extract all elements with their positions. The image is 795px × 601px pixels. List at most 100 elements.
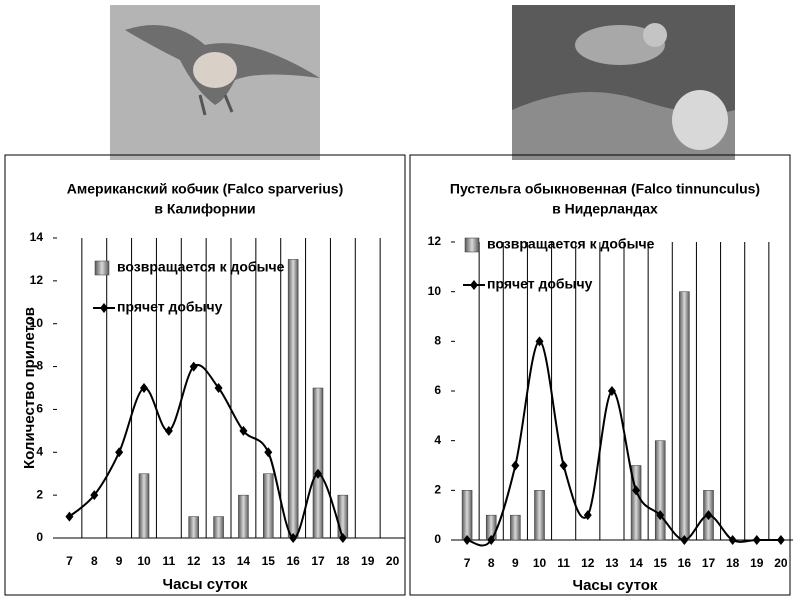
bar bbox=[287, 259, 299, 539]
y-tick-label: 6 bbox=[434, 383, 441, 397]
photo-common-kestrel bbox=[512, 5, 735, 160]
marker bbox=[583, 510, 592, 521]
marker bbox=[656, 510, 665, 521]
panel-frame bbox=[409, 154, 791, 596]
marker bbox=[776, 535, 785, 545]
bar bbox=[138, 473, 150, 539]
legend-marker bbox=[100, 303, 108, 313]
marker bbox=[189, 361, 198, 372]
bar bbox=[534, 490, 545, 541]
x-tick-label: 18 bbox=[726, 556, 740, 570]
x-tick-label: 18 bbox=[336, 554, 350, 568]
x-tick-label: 17 bbox=[702, 556, 716, 570]
bar bbox=[312, 387, 324, 539]
legend-label: прячет добычу bbox=[487, 276, 593, 292]
x-tick-label: 7 bbox=[66, 554, 73, 568]
x-axis-label: Часы суток bbox=[573, 577, 658, 594]
bar bbox=[461, 490, 473, 541]
marker bbox=[65, 511, 74, 522]
x-tick-label: 19 bbox=[750, 556, 764, 570]
bar bbox=[238, 494, 249, 539]
y-tick-label: 12 bbox=[30, 273, 44, 287]
marker bbox=[289, 533, 298, 543]
x-tick-label: 16 bbox=[286, 554, 300, 568]
marker bbox=[511, 460, 520, 471]
x-tick-label: 15 bbox=[262, 554, 276, 568]
chart-title: в Нидерландах bbox=[552, 201, 658, 217]
marker bbox=[487, 535, 496, 545]
x-tick-label: 17 bbox=[311, 554, 325, 568]
bar bbox=[337, 494, 349, 539]
x-tick-label: 12 bbox=[187, 554, 201, 568]
bar bbox=[679, 291, 690, 541]
x-tick-label: 11 bbox=[557, 556, 570, 570]
chart-title: Пустельга обыкновенная (Falco tinnunculu… bbox=[450, 181, 760, 197]
x-tick-label: 15 bbox=[654, 556, 668, 570]
x-tick-label: 14 bbox=[629, 556, 643, 570]
marker bbox=[463, 535, 472, 545]
y-tick-label: 8 bbox=[36, 359, 43, 373]
y-tick-label: 10 bbox=[30, 316, 44, 330]
legend-marker bbox=[470, 280, 478, 290]
x-tick-label: 9 bbox=[116, 554, 123, 568]
y-tick-label: 0 bbox=[434, 532, 441, 546]
marker bbox=[140, 383, 148, 393]
x-tick-label: 10 bbox=[533, 556, 547, 570]
x-tick-label: 8 bbox=[91, 554, 98, 568]
marker bbox=[704, 510, 713, 521]
marker bbox=[164, 425, 173, 436]
bar bbox=[263, 473, 274, 539]
marker bbox=[559, 460, 568, 471]
legend-swatch bbox=[464, 237, 480, 253]
x-tick-label: 8 bbox=[488, 556, 495, 570]
photo-american-kestrel bbox=[110, 5, 320, 160]
marker bbox=[680, 535, 689, 545]
bar bbox=[630, 465, 642, 541]
x-tick-label: 11 bbox=[163, 554, 176, 568]
marker bbox=[115, 447, 124, 458]
y-tick-label: 8 bbox=[434, 334, 441, 348]
x-tick-label: 12 bbox=[581, 556, 595, 570]
x-axis-label: Часы суток bbox=[163, 576, 248, 593]
marker bbox=[535, 336, 544, 347]
chart-title: Американский кобчик (Falco sparverius) bbox=[67, 181, 343, 197]
legend-label: возвращается к добыче bbox=[117, 259, 285, 275]
marker bbox=[214, 383, 223, 393]
marker bbox=[752, 535, 761, 545]
bar bbox=[213, 516, 224, 539]
x-tick-label: 14 bbox=[237, 554, 251, 568]
legend-label: прячет добычу bbox=[117, 299, 223, 315]
bar bbox=[510, 514, 521, 541]
marker bbox=[90, 490, 99, 501]
y-tick-label: 12 bbox=[428, 234, 442, 248]
legend-label: возвращается к добыче bbox=[487, 236, 655, 252]
marker bbox=[314, 468, 322, 479]
y-tick-label: 4 bbox=[434, 433, 441, 447]
marker bbox=[338, 533, 347, 543]
x-tick-label: 16 bbox=[678, 556, 692, 570]
y-tick-label: 14 bbox=[30, 230, 44, 244]
x-tick-label: 20 bbox=[774, 556, 788, 570]
y-axis-label: Количество прилетов bbox=[21, 307, 38, 469]
y-tick-label: 4 bbox=[36, 444, 43, 458]
x-tick-label: 19 bbox=[361, 554, 375, 568]
marker bbox=[607, 386, 616, 396]
marker bbox=[728, 535, 737, 545]
marker bbox=[632, 485, 641, 496]
marker bbox=[264, 447, 273, 458]
x-tick-label: 10 bbox=[137, 554, 151, 568]
y-tick-label: 6 bbox=[36, 402, 43, 416]
y-tick-label: 0 bbox=[36, 530, 43, 544]
bar bbox=[188, 516, 199, 539]
x-tick-label: 9 bbox=[512, 556, 519, 570]
x-tick-label: 7 bbox=[464, 556, 471, 570]
marker bbox=[239, 425, 248, 436]
chart-title: в Калифорнии bbox=[154, 201, 255, 217]
x-tick-label: 20 bbox=[386, 554, 400, 568]
legend-swatch bbox=[94, 260, 110, 276]
bar bbox=[654, 440, 666, 541]
y-tick-label: 10 bbox=[428, 284, 442, 298]
x-tick-label: 13 bbox=[212, 554, 226, 568]
y-tick-label: 2 bbox=[36, 487, 43, 501]
